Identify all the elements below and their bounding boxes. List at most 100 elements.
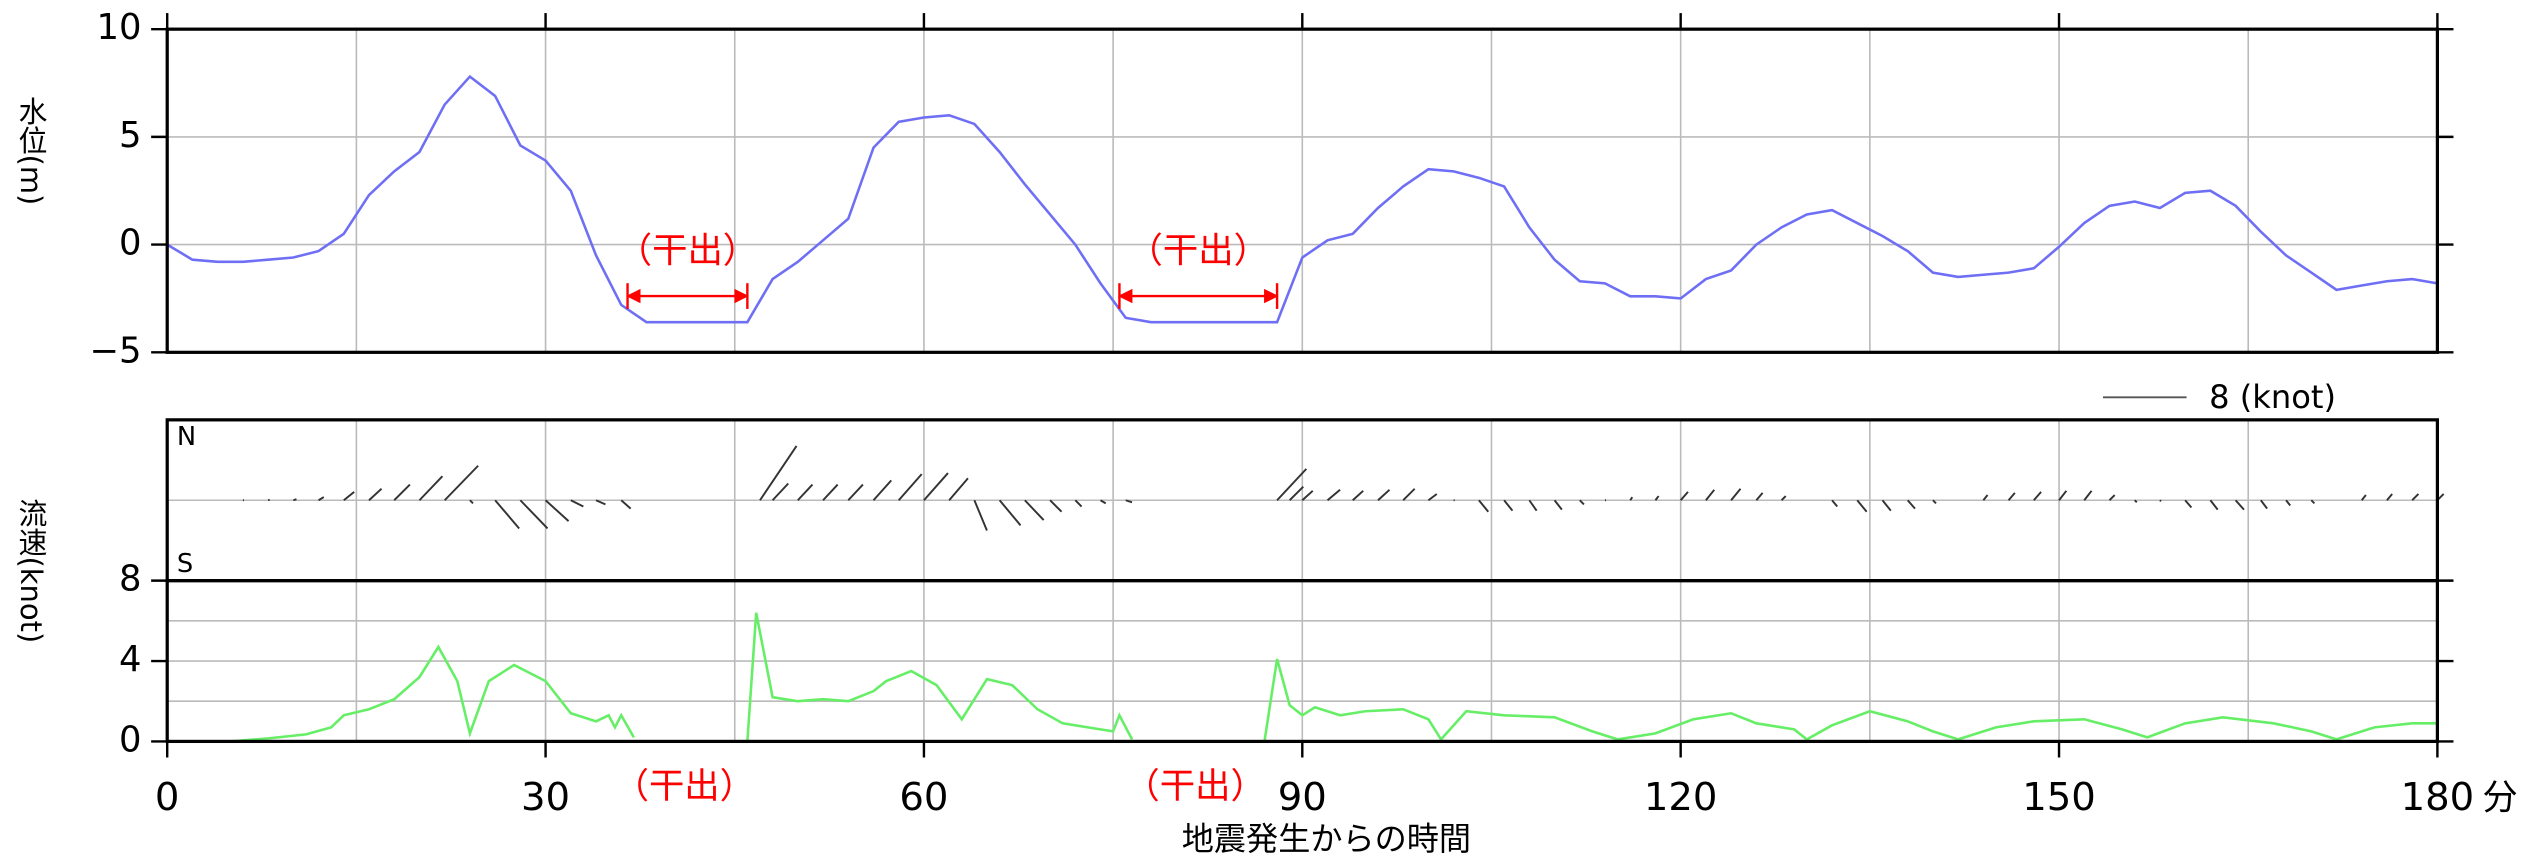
stick <box>1276 468 1308 501</box>
y-tick-label: −5 <box>89 330 141 371</box>
stick <box>1906 499 1916 510</box>
stick <box>1528 499 1538 512</box>
stick <box>620 499 632 510</box>
stick <box>771 482 789 501</box>
x-tick-label: 180 <box>2401 775 2475 820</box>
stick <box>872 479 892 501</box>
stick <box>2360 494 2367 501</box>
annotation: （干出） <box>1124 766 1265 807</box>
stick <box>1402 488 1416 501</box>
annotation: （干出） <box>617 231 758 272</box>
stick <box>2184 499 2193 509</box>
stick <box>2386 493 2393 501</box>
stick <box>1932 499 1937 505</box>
stick <box>2108 494 2116 501</box>
stick <box>343 491 355 501</box>
panel-frame <box>165 27 2440 354</box>
stick <box>847 483 864 501</box>
stick <box>1579 499 1585 506</box>
stick <box>1352 490 1364 501</box>
stick <box>948 477 969 501</box>
stick <box>267 498 270 502</box>
scale-label: 8 (knot) <box>2209 378 2336 416</box>
y-tick-label: 8 <box>119 559 142 600</box>
data-line <box>230 612 2438 743</box>
stick <box>1553 499 1563 511</box>
stick <box>1730 488 1742 501</box>
stick <box>759 445 798 501</box>
stick <box>1755 492 1764 501</box>
stick <box>1881 499 1892 512</box>
y-tick-label: 4 <box>119 639 142 680</box>
north-label: N <box>177 422 196 452</box>
y-tick-label: 0 <box>119 223 142 264</box>
stick <box>1024 499 1045 521</box>
panel-frame <box>165 579 2440 744</box>
stick <box>2234 499 2245 511</box>
stick <box>923 472 949 501</box>
stick <box>443 465 479 501</box>
x-tick-label: 150 <box>2022 775 2096 820</box>
stick <box>897 473 923 501</box>
stick <box>1326 489 1341 501</box>
stick <box>469 499 474 505</box>
stick <box>519 499 549 530</box>
y-tick-label: 0 <box>119 719 142 760</box>
stick <box>595 499 606 506</box>
x-axis-label: 地震発生からの時間 <box>1182 820 1471 858</box>
stick <box>1289 485 1304 501</box>
stick <box>1074 499 1083 508</box>
stick <box>393 483 411 501</box>
stick <box>2411 493 2420 501</box>
stick <box>293 498 297 502</box>
stick <box>2134 499 2138 504</box>
x-tick-label: 120 <box>1644 775 1718 820</box>
x-tick-label: 0 <box>155 775 180 820</box>
stick <box>544 499 570 522</box>
stick <box>1377 489 1391 501</box>
stick <box>1679 491 1689 501</box>
stick <box>1503 499 1514 512</box>
x-tick-label: 30 <box>521 775 570 820</box>
south-label: S <box>177 549 193 579</box>
stick <box>1427 493 1438 502</box>
stick <box>797 483 814 501</box>
x-tick-label: 60 <box>899 775 948 820</box>
stick <box>1100 499 1107 505</box>
stick <box>2310 499 2316 505</box>
stick <box>2209 499 2219 511</box>
y-axis-label: 流速(knot) <box>14 499 48 644</box>
annotation: （干出） <box>1128 231 1269 272</box>
stick <box>1982 494 1989 501</box>
stick <box>318 496 325 502</box>
stick <box>418 475 444 501</box>
stick <box>2083 490 2093 501</box>
stick <box>1049 499 1063 513</box>
stick <box>1125 499 1133 504</box>
stick <box>998 499 1022 526</box>
stick <box>1629 496 1634 501</box>
stick <box>368 488 383 501</box>
y-tick-label: 10 <box>96 7 141 48</box>
stick <box>1705 489 1716 501</box>
stick <box>2033 491 2042 501</box>
stick <box>2159 499 2162 502</box>
stick <box>1478 499 1490 513</box>
stick <box>2260 499 2268 510</box>
stick <box>1780 495 1787 501</box>
y-axis-label: 水位(m) <box>14 97 48 206</box>
annotation: （干出） <box>614 766 755 807</box>
stick <box>1654 495 1660 501</box>
data-line <box>166 74 2438 324</box>
x-unit: 分 <box>2482 777 2517 818</box>
stick <box>1301 490 1314 501</box>
stick <box>1856 499 1868 513</box>
stick <box>494 499 520 530</box>
stick <box>973 499 988 531</box>
stick <box>1831 499 1838 508</box>
stick <box>2285 499 2291 507</box>
stick <box>822 483 839 501</box>
stick <box>2007 492 2016 501</box>
